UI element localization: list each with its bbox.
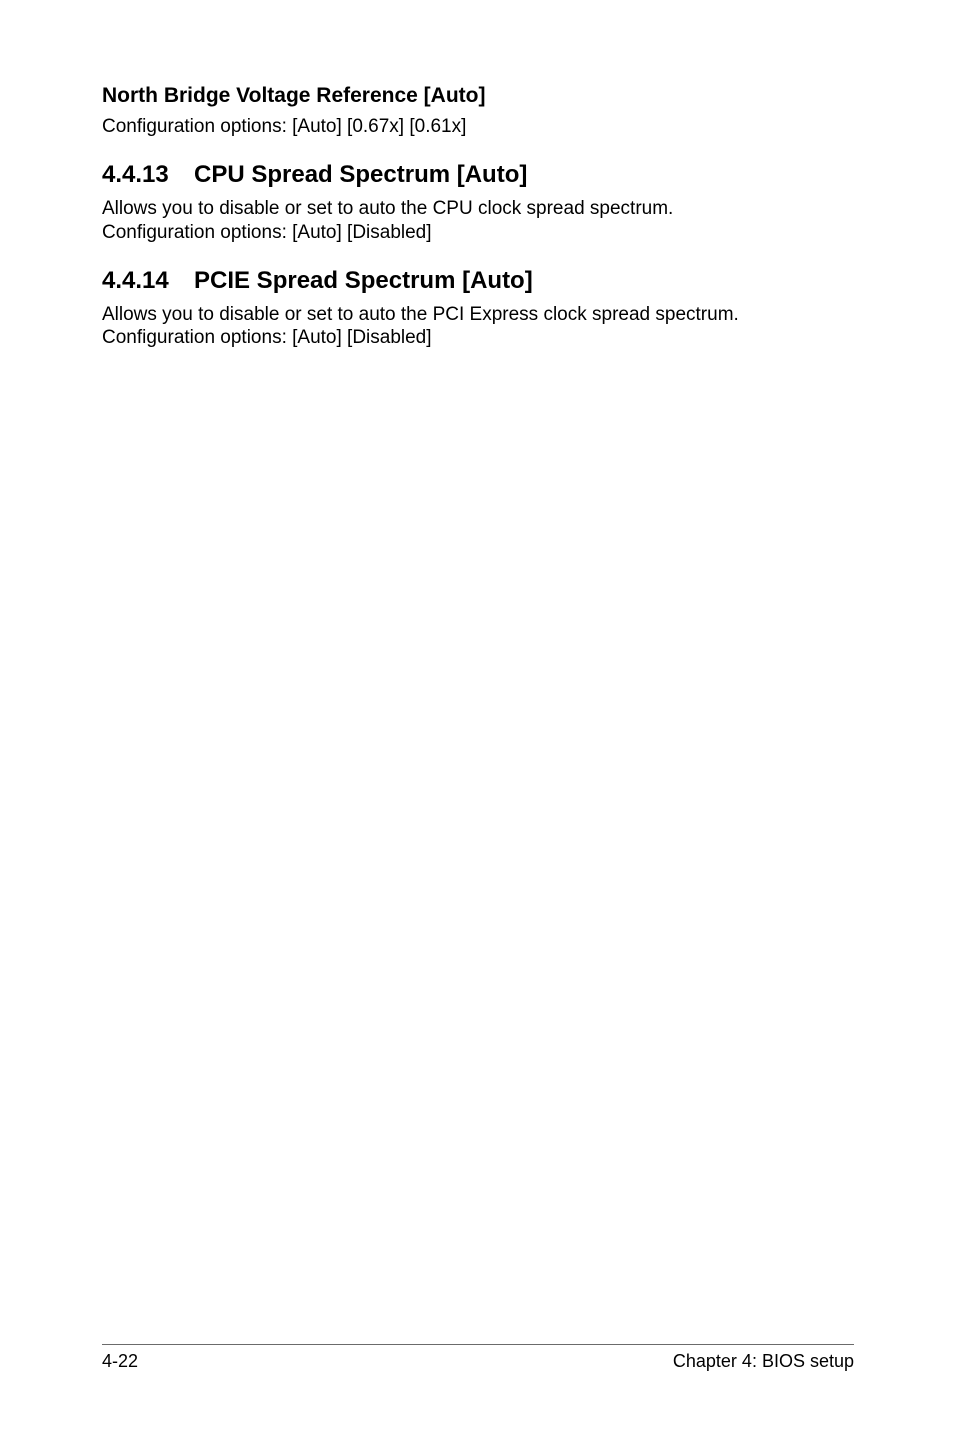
section3-body-line1: Allows you to disable or set to auto the… (102, 303, 854, 327)
footer-chapter-label: Chapter 4: BIOS setup (673, 1351, 854, 1372)
page: North Bridge Voltage Reference [Auto] Co… (0, 0, 954, 1438)
section2-body-line1: Allows you to disable or set to auto the… (102, 197, 854, 221)
page-footer: 4-22 Chapter 4: BIOS setup (0, 1344, 954, 1372)
footer-row: 4-22 Chapter 4: BIOS setup (102, 1351, 854, 1372)
section2-title: CPU Spread Spectrum [Auto] (194, 161, 527, 189)
footer-page-number: 4-22 (102, 1351, 138, 1372)
section2-heading-row: 4.4.13 CPU Spread Spectrum [Auto] (102, 161, 854, 189)
section3-title: PCIE Spread Spectrum [Auto] (194, 267, 533, 295)
section1-heading: North Bridge Voltage Reference [Auto] (102, 83, 854, 109)
section3-heading-row: 4.4.14 PCIE Spread Spectrum [Auto] (102, 267, 854, 295)
footer-rule (102, 1344, 854, 1345)
section3-body-line2: Configuration options: [Auto] [Disabled] (102, 326, 854, 350)
section3-number: 4.4.14 (102, 267, 194, 295)
section2-body-line2: Configuration options: [Auto] [Disabled] (102, 221, 854, 245)
section1-body: Configuration options: [Auto] [0.67x] [0… (102, 115, 854, 139)
section2-number: 4.4.13 (102, 161, 194, 189)
